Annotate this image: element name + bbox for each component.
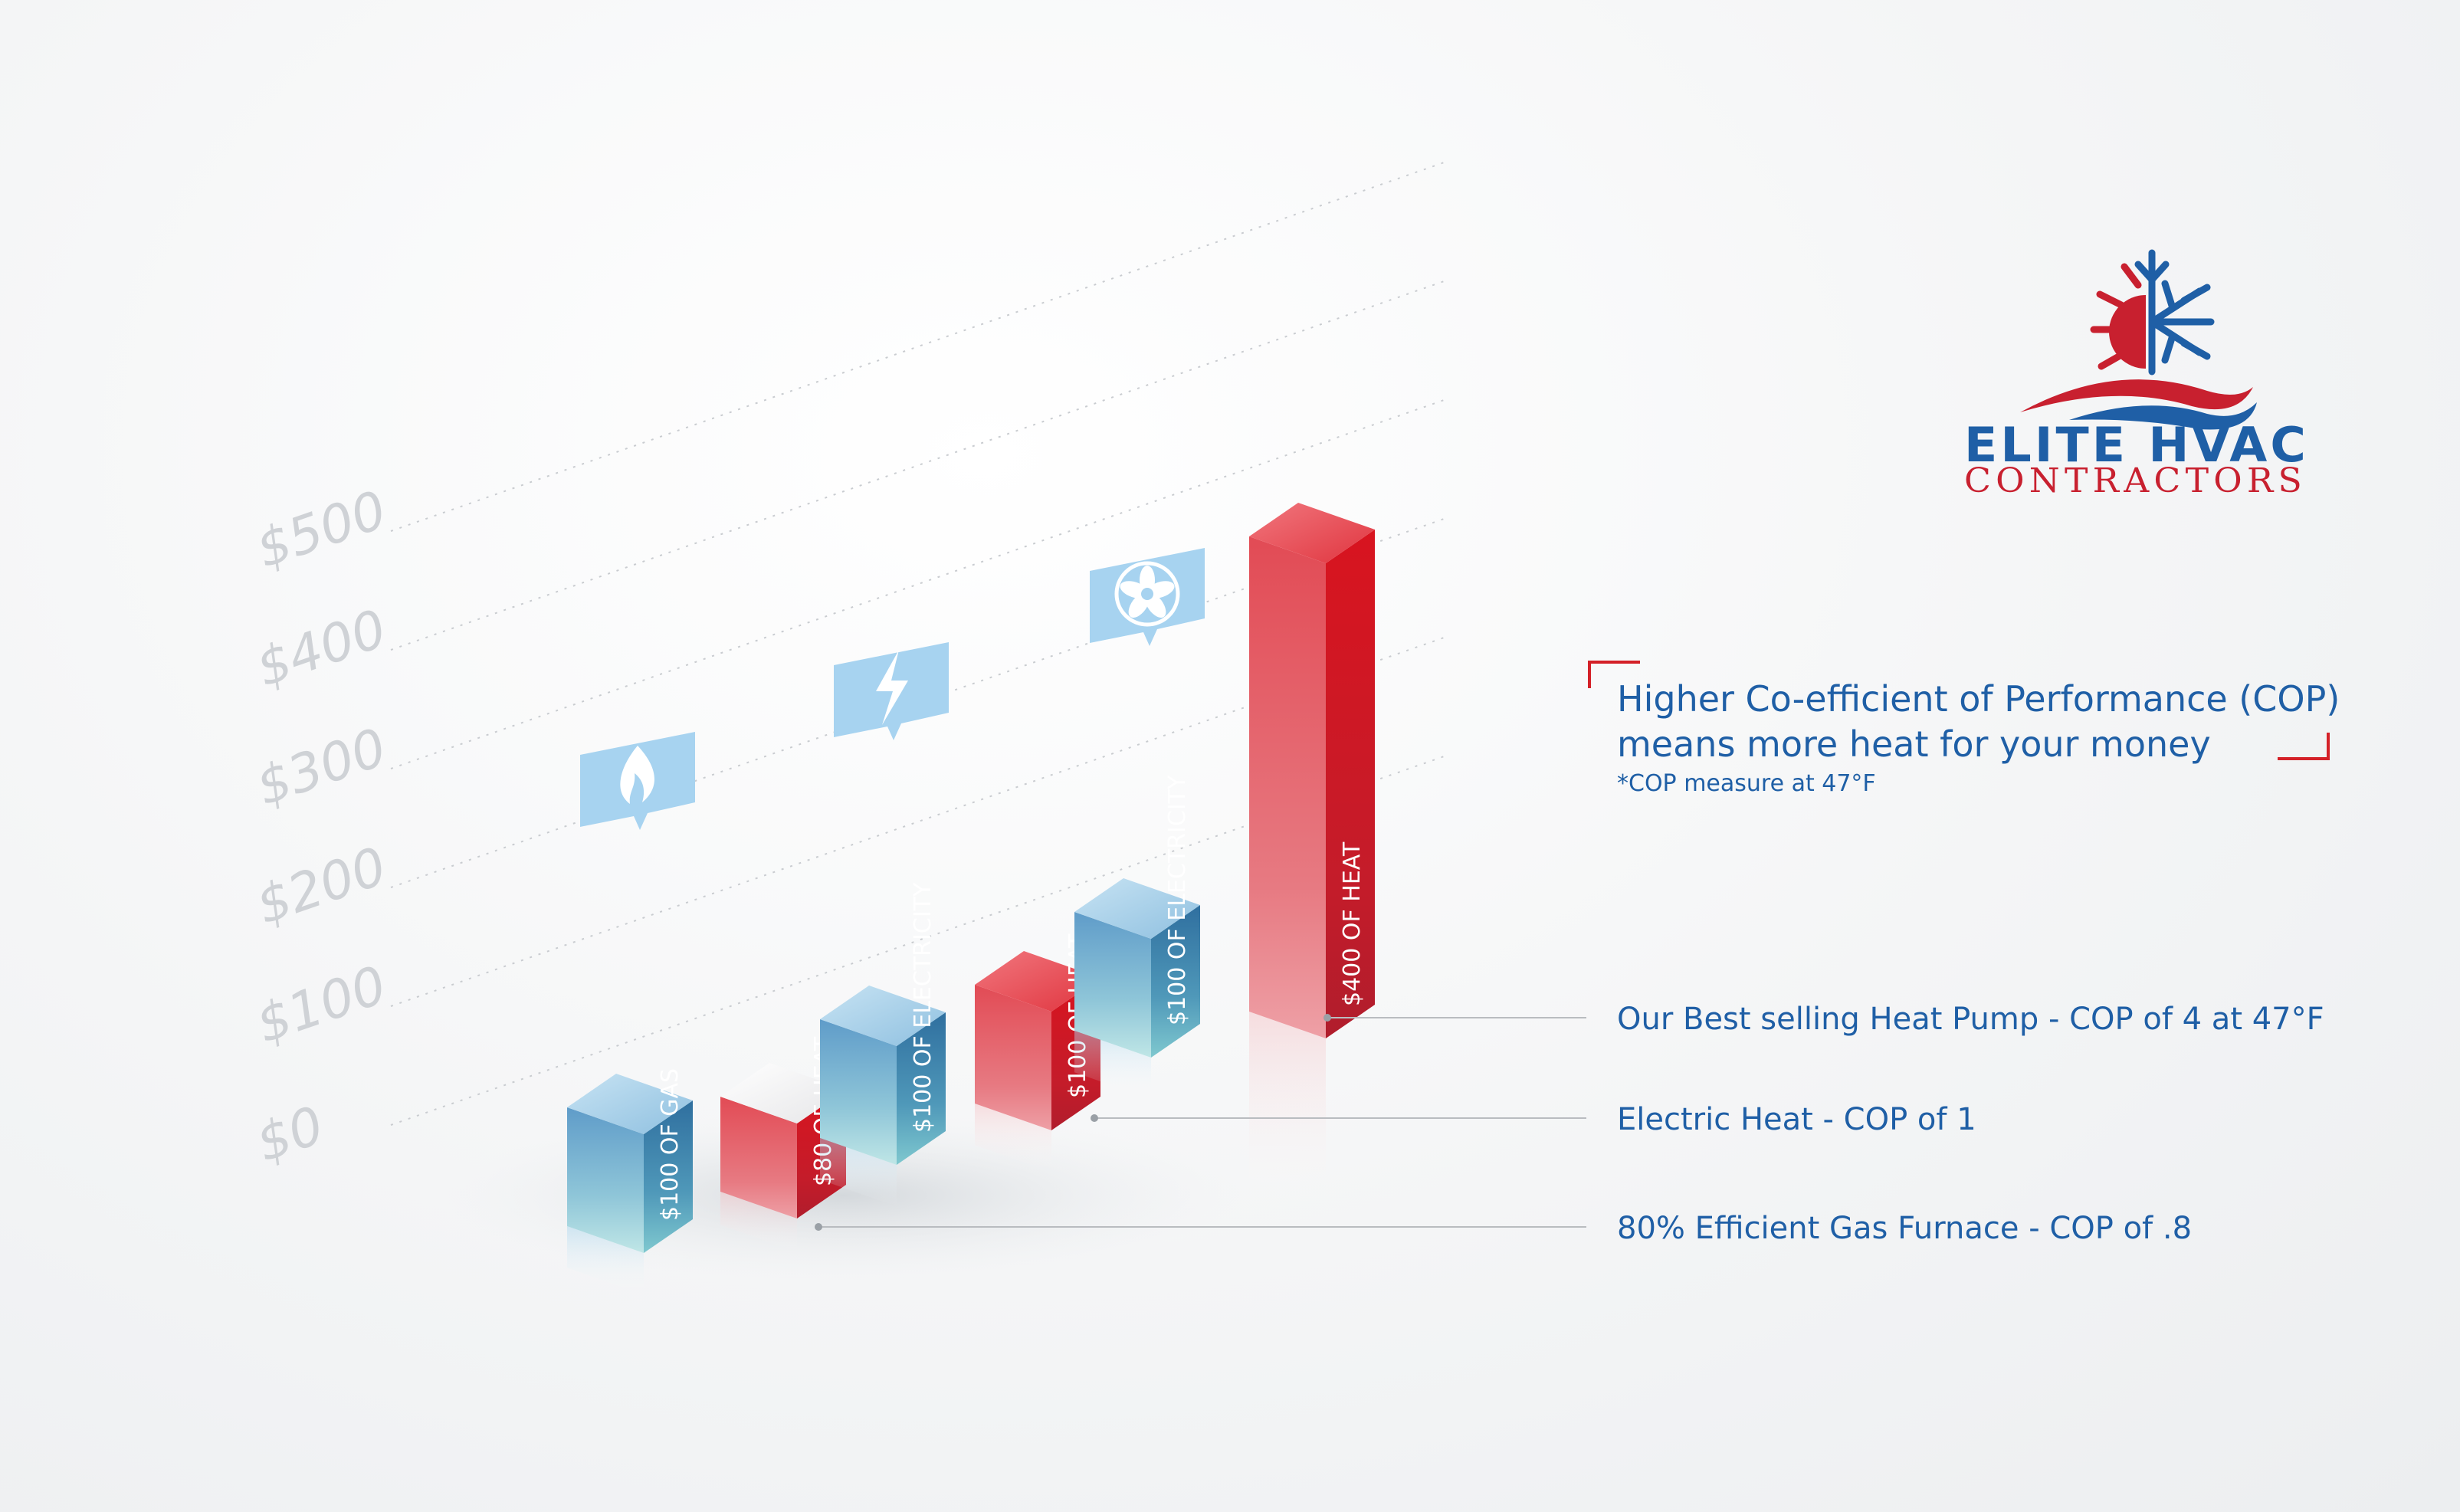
legend: Our Best selling Heat Pump - COP of 4 at… [815, 1002, 2324, 1246]
bar: $100 OF ELECTRICITY [1074, 775, 1200, 1100]
bar-front-face [1249, 536, 1326, 1038]
lightning-icon [834, 642, 949, 740]
fan-hub [1141, 588, 1153, 600]
y-axis-ticks: $0 $100 $200 $300 $400 $500 [249, 480, 394, 1174]
flame-icon [580, 732, 695, 830]
y-tick-label: $200 [249, 836, 394, 936]
fan-icon [1090, 548, 1205, 646]
bar-reflection [1249, 1012, 1326, 1205]
legend-label: Electric Heat - COP of 1 [1617, 1102, 1976, 1137]
fan-ring [1114, 561, 1180, 627]
y-tick-label: $400 [249, 599, 394, 699]
bar-side-face [1151, 905, 1200, 1058]
bracket-bottom-right [2278, 733, 2330, 760]
bar-front-face [975, 985, 1051, 1130]
bar-side-face [1326, 530, 1375, 1038]
elite-hvac-logo: ELITE HVAC CONTRACTORS [1964, 249, 2309, 500]
bar-front-face [720, 1097, 797, 1218]
y-tick-label: $300 [249, 717, 394, 818]
callout-bubble [580, 732, 695, 830]
bar-top-face [975, 951, 1100, 1012]
bar: $400 OF HEAT [1249, 503, 1375, 1205]
bar-reflection [1074, 1031, 1151, 1100]
bar-front-face [820, 1019, 897, 1165]
bar-reflection [720, 1192, 797, 1252]
bar-reflection [975, 1104, 1051, 1173]
legend-item-electric-heat: Electric Heat - COP of 1 [1091, 1102, 1976, 1137]
bar-reflection [567, 1226, 644, 1295]
headline-line2: means more heat for your money [1617, 723, 2211, 765]
legend-item-gas-furnace: 80% Efficient Gas Furnace - COP of .8 [815, 1211, 2192, 1246]
logo-subtitle: CONTRACTORS [1964, 461, 2307, 500]
legend-label: Our Best selling Heat Pump - COP of 4 at… [1617, 1002, 2324, 1037]
y-tick-label: $100 [249, 955, 394, 1055]
bar-front-face [567, 1107, 644, 1253]
headline-note: *COP measure at 47°F [1617, 770, 1876, 797]
bar-top-face [1249, 503, 1375, 563]
bar-side-face [644, 1100, 693, 1253]
bar-top-face [720, 1063, 846, 1123]
lightning-shape [876, 650, 908, 725]
gridline [390, 160, 1449, 532]
bar: $100 OF GAS [567, 1068, 693, 1295]
bar-top-face [820, 986, 946, 1046]
chart-bars: $100 OF GAS$80 OF HEAT$100 OF ELECTRICIT… [444, 503, 1375, 1295]
bar-side-face [897, 1012, 946, 1165]
y-tick-label: $0 [249, 1095, 332, 1174]
cop-headline: Higher Co-efficient of Performance (COP)… [1588, 661, 2340, 797]
bar-top-face [567, 1074, 693, 1134]
bar-reflection [820, 1138, 897, 1207]
bar-label: $100 OF GAS [657, 1068, 684, 1221]
bracket-top-left [1588, 661, 1640, 688]
y-tick-label: $500 [249, 480, 394, 580]
bar: $100 OF ELECTRICITY [820, 882, 946, 1207]
bar-top-face [1074, 878, 1200, 939]
bar-front-face [1074, 912, 1151, 1058]
category-icons [580, 548, 1205, 830]
bar-label: $100 OF ELECTRICITY [1164, 775, 1191, 1025]
logo-title: ELITE HVAC [1964, 417, 2309, 473]
bar-label: $400 OF HEAT [1339, 841, 1366, 1006]
headline-line1: Higher Co-efficient of Performance (COP) [1617, 678, 2340, 720]
legend-item-heat-pump: Our Best selling Heat Pump - COP of 4 at… [1323, 1002, 2324, 1037]
legend-label: 80% Efficient Gas Furnace - COP of .8 [1617, 1211, 2192, 1246]
bar-label: $100 OF ELECTRICITY [910, 882, 936, 1133]
sun-snowflake-icon [2020, 249, 2257, 430]
flame-shape [620, 746, 654, 804]
